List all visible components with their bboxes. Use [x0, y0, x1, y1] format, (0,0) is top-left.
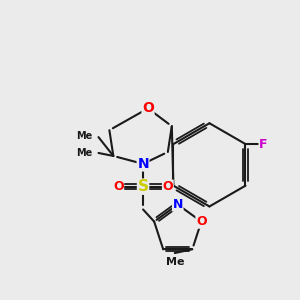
- Text: Me: Me: [76, 148, 92, 158]
- Text: N: N: [137, 157, 149, 171]
- Text: Me: Me: [76, 131, 92, 141]
- Text: O: O: [113, 180, 124, 193]
- Text: S: S: [138, 179, 148, 194]
- Text: O: O: [142, 101, 154, 116]
- Text: O: O: [163, 180, 173, 193]
- Text: F: F: [259, 138, 268, 151]
- Text: N: N: [172, 198, 183, 211]
- Text: O: O: [196, 215, 207, 228]
- Text: Me: Me: [166, 257, 184, 267]
